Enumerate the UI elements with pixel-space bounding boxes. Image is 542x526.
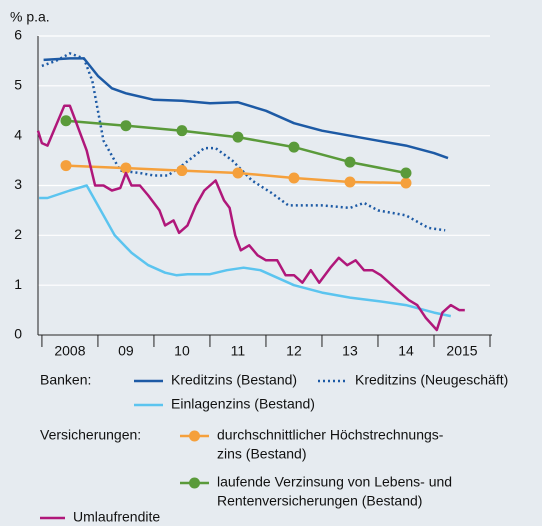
x-tick-label: 10 [174,343,190,359]
series-marker [232,167,244,179]
series-marker [176,165,188,177]
series-marker [344,156,356,168]
y-unit: % p.a. [10,9,50,25]
x-tick-label: 13 [342,343,358,359]
legend-label: Rentenversicherungen (Bestand) [217,493,422,509]
legend-group: Versicherungen: [40,427,141,443]
y-tick-label: 1 [14,276,22,292]
series-line [36,104,465,332]
series-marker [288,172,300,184]
series-marker [400,167,412,179]
legend-label: Einlagenzins (Bestand) [171,396,315,412]
series-marker [232,131,244,143]
legend-marker [189,430,200,442]
series-line [39,184,452,318]
y-tick-label: 3 [14,176,22,192]
x-tick-label: 11 [231,343,246,359]
series-marker [120,162,132,174]
series-marker [344,176,356,188]
series-marker [176,125,188,137]
y-tick-label: 6 [14,27,22,43]
series-marker [60,115,72,127]
legend-label: Kreditzins (Bestand) [171,372,297,388]
x-tick-label: 09 [118,343,134,359]
y-tick-label: 0 [14,326,22,342]
series-marker [60,160,72,172]
legend-label: Kreditzins (Neugeschäft) [355,372,508,388]
series-line [43,57,449,160]
x-tick-label: 12 [286,343,302,359]
legend-marker [189,477,200,489]
x-tick-label: 2008 [54,343,85,359]
legend-label: zins (Bestand) [217,446,306,462]
legend-label: laufende Verzinsung von Lebens- und [217,474,452,490]
legend-label: Umlaufrendite [73,509,160,525]
y-tick-label: 5 [14,77,22,93]
series-marker [120,120,132,132]
x-tick-label: 2015 [446,343,477,359]
y-tick-label: 4 [14,126,22,142]
series-marker [400,177,412,189]
series-marker [288,141,300,153]
legend-label: durchschnittlicher Höchstrechnungs- [217,427,444,443]
x-tick-label: 14 [398,343,414,359]
legend-group: Banken: [40,372,91,388]
y-tick-label: 2 [14,226,22,242]
